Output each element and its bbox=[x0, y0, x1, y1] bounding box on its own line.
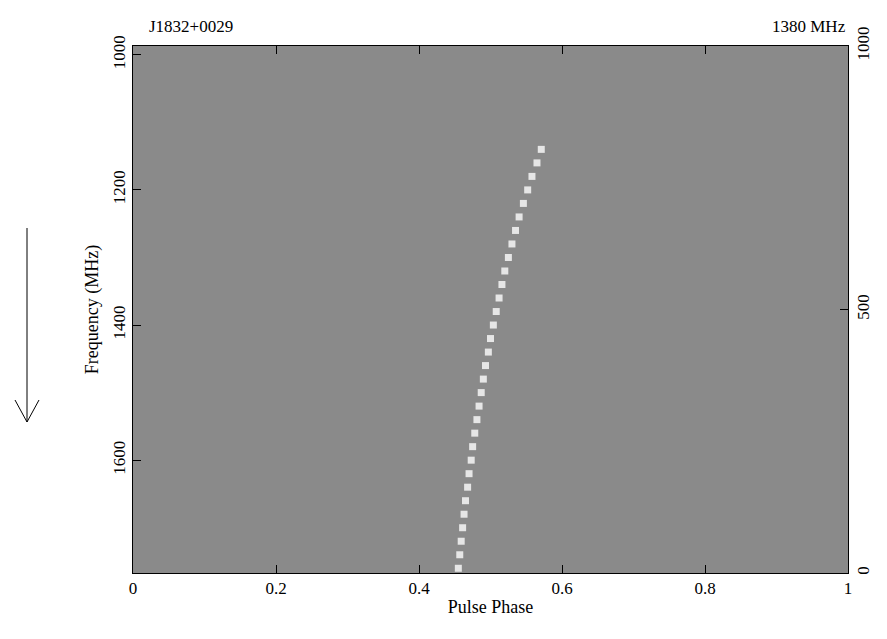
svg-text:1600: 1600 bbox=[110, 441, 129, 475]
svg-text:1400: 1400 bbox=[110, 305, 129, 339]
svg-text:0.6: 0.6 bbox=[551, 579, 572, 598]
svg-text:0.2: 0.2 bbox=[265, 579, 286, 598]
svg-text:0: 0 bbox=[129, 579, 138, 598]
svg-text:1380 MHz: 1380 MHz bbox=[772, 17, 846, 36]
svg-text:0: 0 bbox=[854, 566, 873, 575]
svg-text:1200: 1200 bbox=[110, 170, 129, 204]
svg-text:J1832+0029: J1832+0029 bbox=[149, 17, 233, 36]
svg-text:1000: 1000 bbox=[854, 26, 873, 60]
svg-text:Pulse Phase: Pulse Phase bbox=[448, 597, 534, 617]
svg-text:0.8: 0.8 bbox=[694, 579, 715, 598]
svg-text:0.4: 0.4 bbox=[408, 579, 430, 598]
svg-text:1: 1 bbox=[844, 579, 853, 598]
svg-text:1000: 1000 bbox=[110, 35, 129, 69]
svg-text:500: 500 bbox=[854, 294, 873, 320]
svg-text:Frequency (MHz): Frequency (MHz) bbox=[82, 245, 103, 374]
